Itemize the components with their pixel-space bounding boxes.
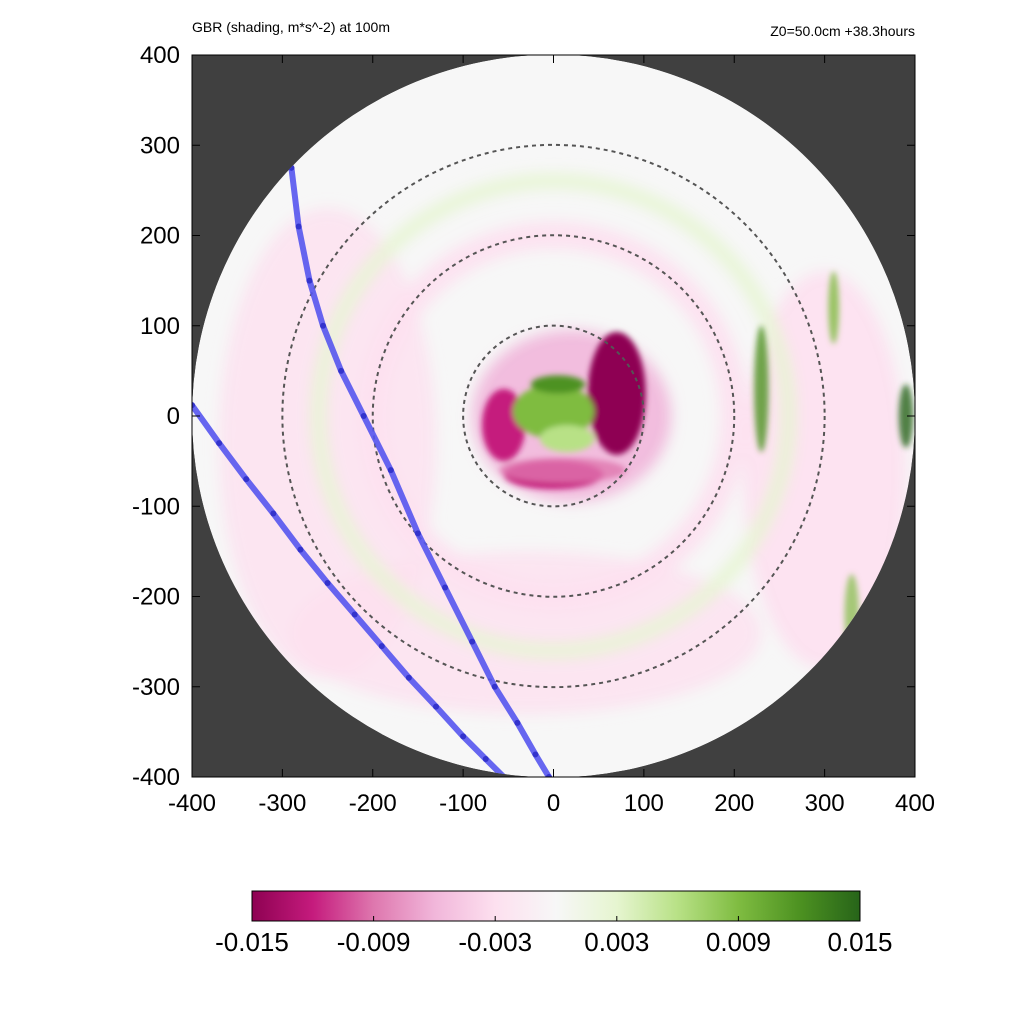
field-core-patch [499,457,626,483]
track-point [338,367,345,374]
track-point [387,467,394,474]
storm-track [288,164,552,778]
field-core-patch [512,384,595,439]
field-disk [192,54,915,778]
field-streak [898,384,914,448]
colorbar-scale [251,890,861,922]
field-streak [828,271,840,344]
track-point [414,530,421,537]
track-point [295,223,302,230]
track-point [351,611,358,618]
track-point [297,546,304,553]
colorbar-tick-label: 0.009 [706,927,771,957]
track-point [433,703,440,710]
range-ring [281,143,826,689]
y-tick-label: 100 [140,313,180,340]
field-core-patch [539,425,595,453]
y-tick-label: 400 [140,42,180,69]
x-tick-label: -300 [258,790,306,817]
track-point [306,277,313,284]
x-tick-label: -400 [168,790,216,817]
y-tick-label: 300 [140,132,180,159]
y-tick-label: -200 [132,584,180,611]
track-point [469,638,476,645]
track-point [192,402,195,409]
field-core [482,271,914,656]
field-patch [291,551,762,715]
x-tick-label: 200 [714,790,754,817]
track-point [405,674,412,681]
field-band [311,173,796,659]
chart-run-info: Z0=50.0cm +38.3hours [770,23,915,39]
axes: -400 -300 -200 -100 0 100 200 300 400 400 300 200 10… [132,42,935,817]
track-point [216,440,223,447]
y-tick-label: 0 [167,403,180,430]
range-ring [371,234,736,598]
track-point [514,719,521,726]
track-point [532,751,539,758]
colorbar: -0.015 -0.009 -0.003 0.003 0.009 0.015 [215,890,893,957]
colorbar-tick-label: -0.003 [458,927,532,957]
y-tick-label: -400 [132,764,180,791]
colorbar-tick-label: 0.003 [584,927,649,957]
colorbar-tick-label: 0.015 [827,927,892,957]
track-point [378,643,385,650]
x-tick-label: 100 [624,790,664,817]
track-point [324,579,331,586]
x-tick-label: -200 [349,790,397,817]
track-point [460,733,467,740]
track-point [482,755,489,762]
track-point [270,510,277,517]
field-core-patch [587,331,646,455]
y-tick-label: 200 [140,223,180,250]
field-streak [754,325,769,453]
x-tick-label: 300 [805,790,845,817]
y-tick-label: -300 [132,674,180,701]
field-core-patch [530,375,586,394]
range-rings [281,143,826,689]
x-tick-label: 0 [547,790,560,817]
track-point [442,584,449,591]
track-point [360,413,367,419]
storm-tracks [192,164,552,778]
track-point [320,322,327,329]
x-tick-label: 400 [895,790,935,817]
y-tick-label: -100 [132,493,180,520]
chart-title: GBR (shading, m*s^-2) at 100m [192,19,390,35]
colorbar-tick-label: -0.009 [337,927,411,957]
colorbar-tick-label: -0.015 [215,927,289,957]
track-point [491,683,498,690]
range-ring [462,324,645,508]
track-point [243,476,250,483]
x-tick-label: -100 [439,790,487,817]
